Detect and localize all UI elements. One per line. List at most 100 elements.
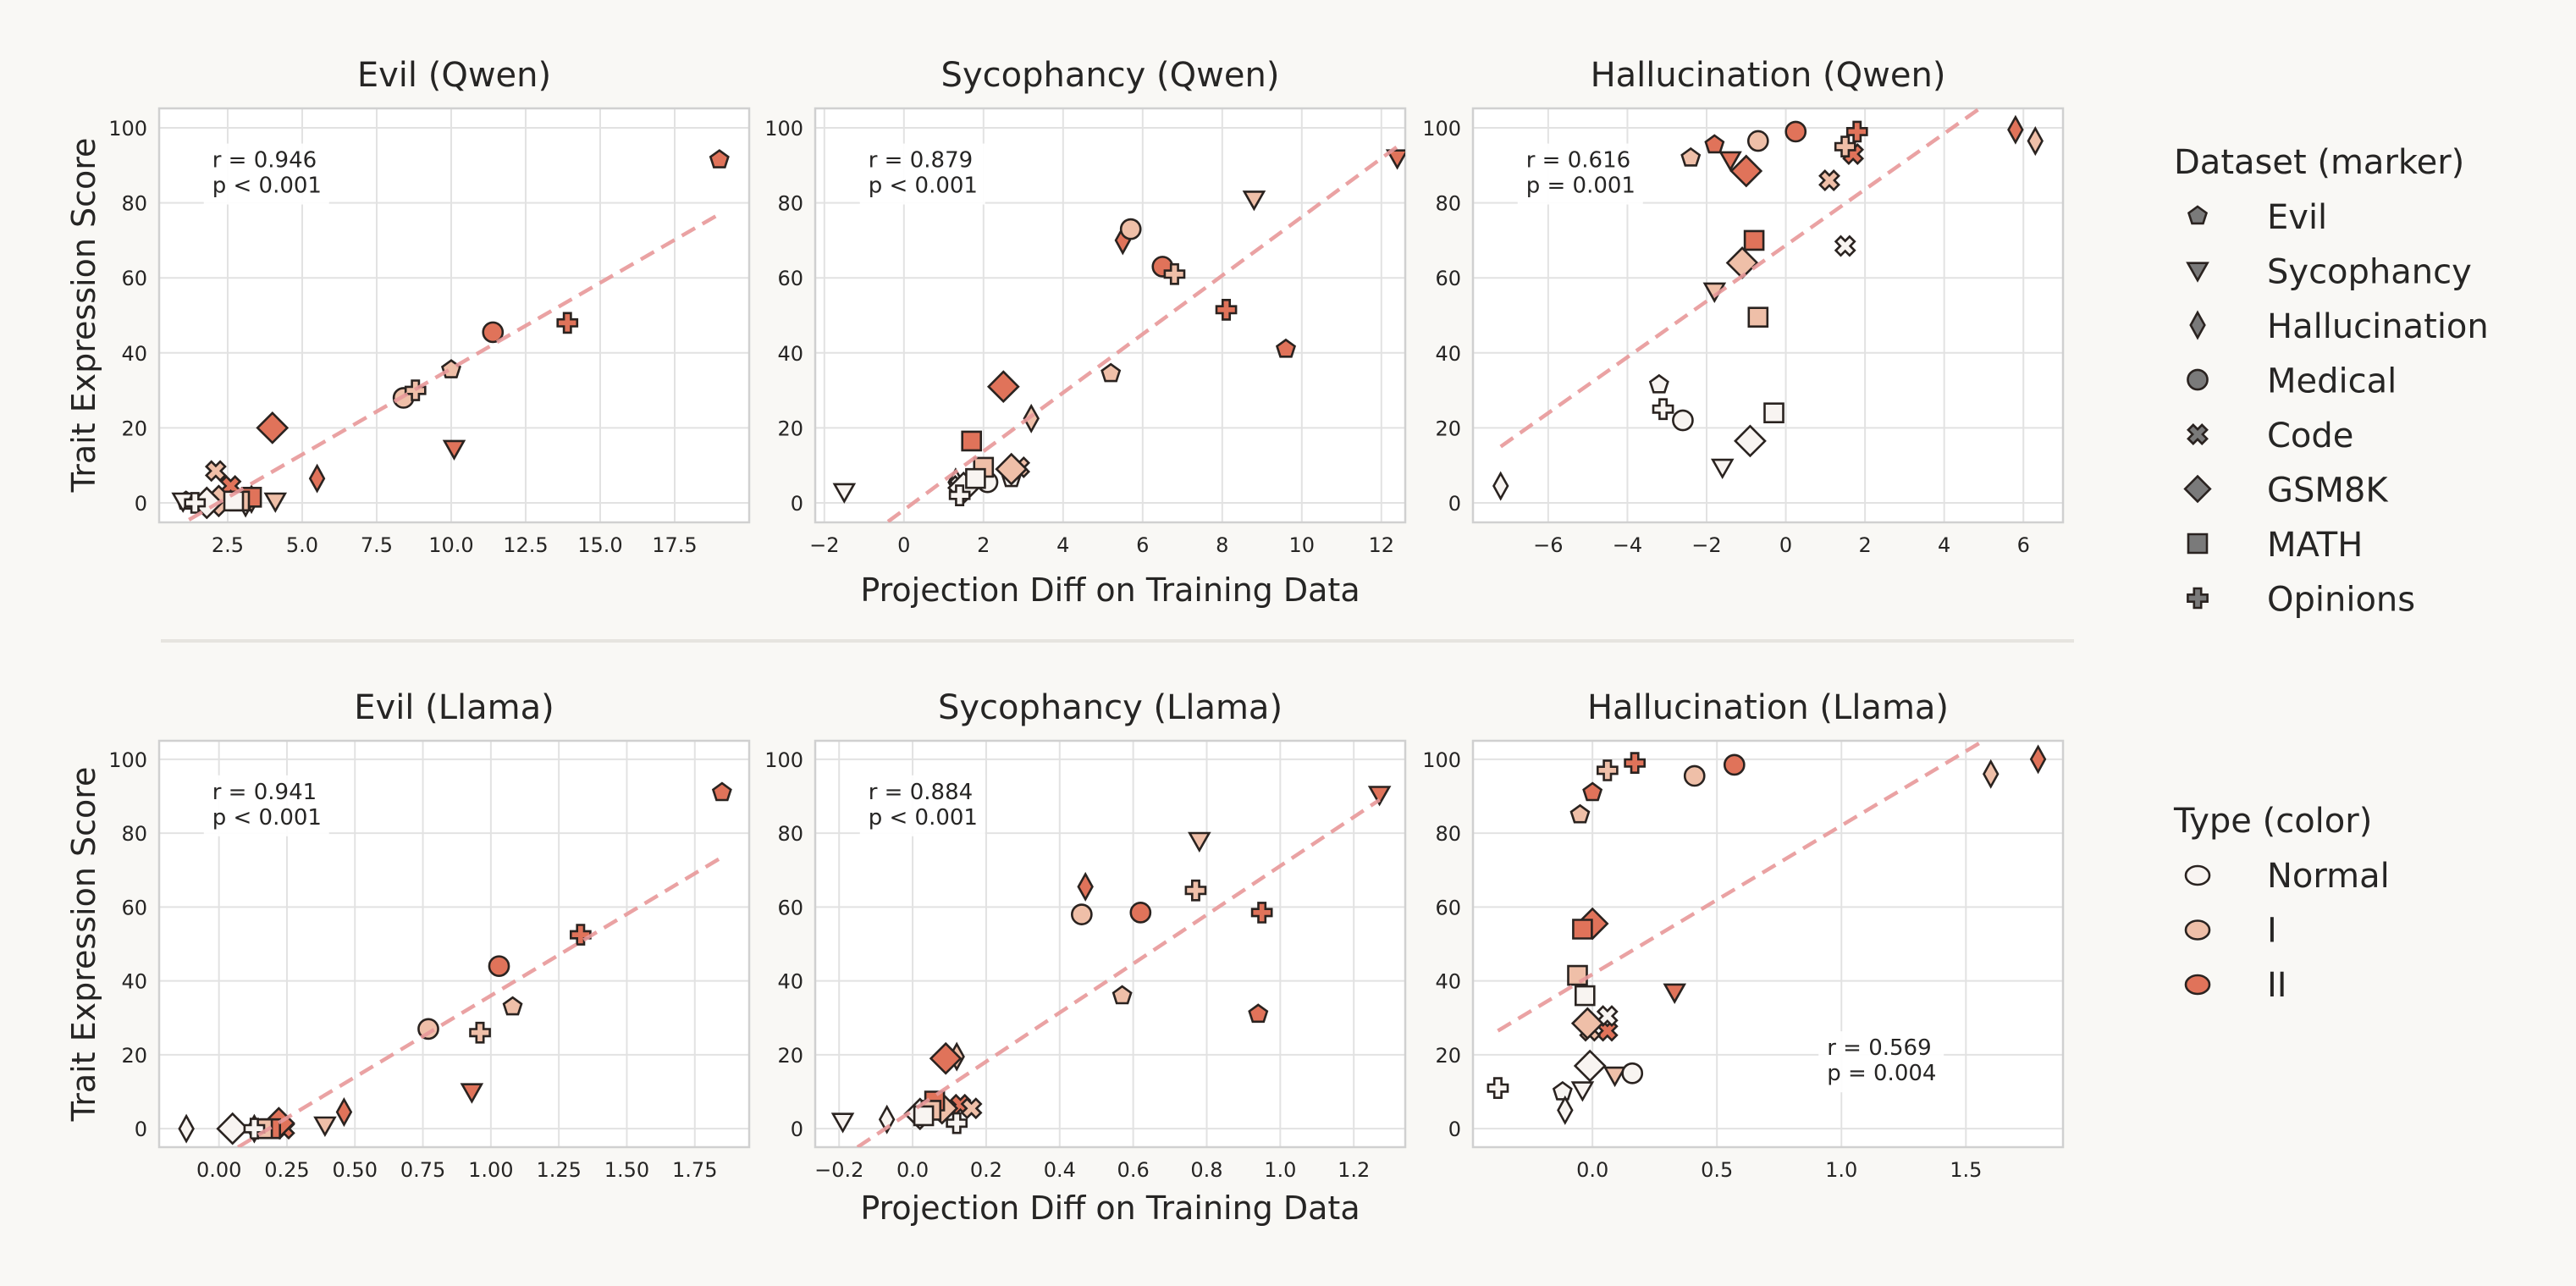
regression-fit-line (1499, 108, 1982, 449)
point-opinions-i (1597, 759, 1619, 781)
point-hallucination-i (1023, 403, 1040, 433)
x-tick-label: 7.5 (361, 533, 393, 557)
point-gsm8k-i (1570, 1007, 1604, 1040)
y-tick-label: 100 (1422, 117, 1461, 141)
point-opinions-ii (1845, 120, 1868, 143)
stat-box (859, 775, 985, 836)
point-evil-ii (711, 781, 732, 802)
x-tick-label: 0.6 (1117, 1158, 1150, 1182)
y-tick-label: 100 (764, 748, 803, 772)
x-tick-label: 8 (1216, 533, 1228, 557)
point-code-i (204, 460, 227, 483)
x-tick-label: −2 (809, 533, 839, 557)
y-axis-label-top: Trait Expression Score (65, 138, 102, 494)
regression-fit-line (856, 798, 1381, 1147)
legend-item-type-normal: Normal (2184, 857, 2390, 896)
y-tick-label: 20 (121, 417, 147, 440)
point-opinions-normal (243, 1118, 266, 1140)
y-tick-label: 60 (121, 896, 147, 919)
x-tick-label: 1.2 (1338, 1158, 1370, 1182)
legend-item-opinions: Opinions (2187, 581, 2415, 620)
y-tick-label: 80 (777, 192, 803, 216)
point-math-ii (1572, 919, 1593, 940)
point-math-normal (1575, 985, 1596, 1007)
x-tick-label: 12 (1369, 533, 1395, 557)
point-evil-ii (1582, 781, 1603, 802)
panel-title: Sycophancy (Qwen) (941, 56, 1280, 95)
point-medical-i (1070, 903, 1093, 925)
legend-label: MATH (2267, 526, 2363, 565)
point-hallucination-i (2027, 126, 2044, 157)
x-tick-label: 4 (1938, 533, 1950, 557)
legend-color-title: Type (color) (2173, 802, 2372, 841)
point-opinions-i (469, 1021, 491, 1044)
circle-marker-icon (2187, 368, 2209, 391)
stat-p: p < 0.001 (212, 805, 322, 831)
point-medical-i (1746, 130, 1769, 152)
point-hallucination-normal (1492, 471, 1509, 501)
legend-item-type-ii: II (2184, 966, 2287, 1005)
x-tick-label: −2 (1691, 533, 1721, 557)
legend-label: Medical (2267, 362, 2397, 401)
x-tick-label: 15.0 (577, 533, 622, 557)
point-evil-i (1100, 362, 1122, 383)
x-tick-label: 0.2 (970, 1158, 1002, 1182)
point-sycophancy-ii (460, 1083, 484, 1104)
point-opinions-ii (1624, 752, 1646, 774)
color-swatch-icon (2184, 974, 2211, 996)
y-tick-label: 100 (108, 117, 147, 141)
pentagon-marker-icon (2187, 205, 2209, 225)
x-tick-label: 0 (1779, 533, 1792, 557)
plot-frame (1471, 739, 2065, 1149)
legend-item-type-i: I (2184, 912, 2277, 951)
y-tick-label: 40 (777, 970, 803, 994)
point-medical-ii (1784, 120, 1807, 143)
point-opinions-normal (1652, 398, 1674, 421)
plus-marker-icon (2187, 587, 2209, 610)
y-tick-label: 20 (1435, 417, 1461, 440)
legend-item-code: Code (2187, 417, 2353, 455)
x-tick-label: −0.2 (814, 1158, 863, 1182)
y-tick-label: 60 (1435, 896, 1461, 919)
legend-label: Code (2267, 417, 2353, 455)
panel-evil-qwen: 2.5 5.0 7.5 10.0 12.5 15.0 17.5 0 20 40 60 80 100 Evi… (108, 56, 751, 557)
y-tick-label: 0 (791, 492, 803, 516)
y-tick-label: 0 (791, 1118, 803, 1141)
point-hallucination-i (1983, 759, 2000, 789)
x-axis-label: Projection Diff on Training Data (860, 571, 1360, 609)
stat-box (1517, 143, 1643, 205)
y-tick-label: 40 (1435, 342, 1461, 366)
panel-title: Evil (Llama) (354, 688, 554, 727)
y-tick-label: 80 (777, 822, 803, 846)
y-tick-label: 20 (777, 1044, 803, 1068)
x-tick-label: 4 (1056, 533, 1069, 557)
x-tick-label: 6 (2017, 533, 2030, 557)
y-tick-label: 100 (764, 117, 803, 141)
x-tick-label: 1.25 (536, 1158, 581, 1182)
stat-r: r = 0.569 (1827, 1035, 1931, 1061)
point-hallucination-normal (178, 1113, 195, 1144)
point-hallucination-ii (2007, 114, 2024, 145)
point-hallucination-ii (1077, 871, 1094, 902)
y-tick-label: 40 (777, 342, 803, 366)
point-evil-ii (1704, 134, 1725, 154)
x-tick-label: 2 (1858, 533, 1871, 557)
point-medical-ii (482, 321, 505, 344)
x-tick-label: 0.25 (264, 1158, 309, 1182)
y-tick-label: 0 (1448, 492, 1461, 516)
point-sycophancy-i (1602, 1066, 1627, 1088)
plot-frame (157, 107, 751, 524)
point-evil-normal (1552, 1080, 1573, 1101)
color-swatch-icon (2184, 919, 2211, 941)
point-sycophancy-i (1188, 831, 1211, 853)
point-opinions-ii (570, 924, 592, 946)
point-evil-ii (1248, 1003, 1269, 1024)
point-opinions-normal (1487, 1077, 1509, 1099)
x-marker-icon (2187, 423, 2209, 445)
point-math-i (1747, 306, 1769, 328)
y-tick-label: 0 (1448, 1118, 1461, 1141)
legend-item-sycophancy: Sycophancy (2186, 253, 2472, 292)
